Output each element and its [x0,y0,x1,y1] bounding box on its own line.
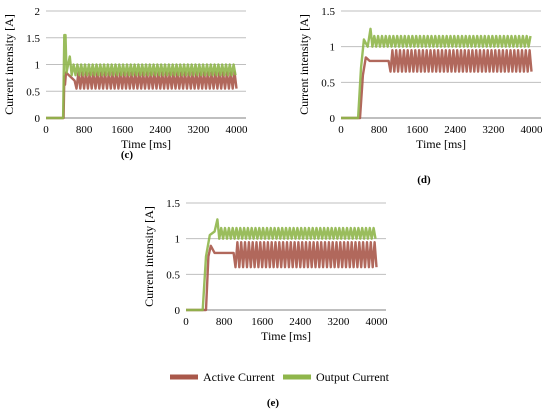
x-axis-label: Time [ms] [261,329,311,343]
y-tick-label: 0.5 [166,269,180,281]
x-tick-label: 3200 [327,316,350,328]
x-tick-label: 0 [338,124,344,136]
x-tick-label: 2400 [149,124,172,136]
x-tick-label: 800 [76,124,93,136]
x-tick-label: 1600 [406,124,429,136]
x-tick-label: 1600 [251,316,274,328]
panel-label: (e) [267,397,280,409]
series-line-active-current [186,241,378,312]
x-tick-label: 0 [43,124,49,136]
y-tick-label: 1 [330,42,336,54]
series-line-output-current [341,27,532,120]
legend: Active Current Output Current [170,370,390,384]
x-tick-label: 800 [216,316,233,328]
x-tick-label: 4000 [365,316,388,328]
x-tick-label: 1600 [111,124,134,136]
chart-panel-d: 0 0.5 1 1.5 0 800 1600 2400 3200 4000 Time [ms] Cur… [297,6,543,186]
series-line-active-current [46,71,238,120]
y-axis-label: Current intensity [A] [2,14,16,115]
y-tick-label: 1 [175,234,181,246]
panel-label: (d) [417,174,431,186]
y-axis-label: Current intensity [A] [142,206,156,307]
y-tick-label: 0.5 [321,77,335,89]
y-tick-label: 1 [35,60,41,72]
chart-panel-e: 0 0.5 1 1.5 0 800 1600 2400 3200 4000 Time [ms] Cur… [142,198,388,409]
panel-label: (c) [121,149,134,161]
x-tick-label: 3200 [482,124,505,136]
y-tick-label: 0 [35,113,41,125]
y-tick-label: 1.5 [321,6,335,18]
x-tick-label: 800 [371,124,388,136]
y-tick-label: 1.5 [166,198,180,210]
series-line-output-current [186,218,377,312]
x-axis-label: Time [ms] [121,137,171,151]
y-tick-label: 0.5 [26,86,40,98]
legend-label-output-current: Output Current [316,370,390,384]
series-line-output-current [46,33,237,120]
y-tick-label: 2 [35,6,41,18]
x-tick-label: 2400 [289,316,312,328]
x-tick-label: 4000 [520,124,543,136]
x-tick-label: 3200 [187,124,210,136]
x-tick-label: 4000 [225,124,248,136]
y-tick-label: 0 [330,113,336,125]
x-tick-label: 0 [183,316,189,328]
chart-panel-c: 0 0.5 1 1.5 2 0 800 1600 2400 3200 4000 Time [ms] Cu… [2,6,248,161]
y-tick-label: 1.5 [26,33,40,45]
series-line-active-current [341,49,533,120]
y-axis-label: Current intensity [A] [297,14,311,115]
x-tick-label: 2400 [444,124,467,136]
legend-label-active-current: Active Current [203,370,275,384]
x-axis-label: Time [ms] [416,137,466,151]
y-tick-label: 0 [175,305,181,317]
